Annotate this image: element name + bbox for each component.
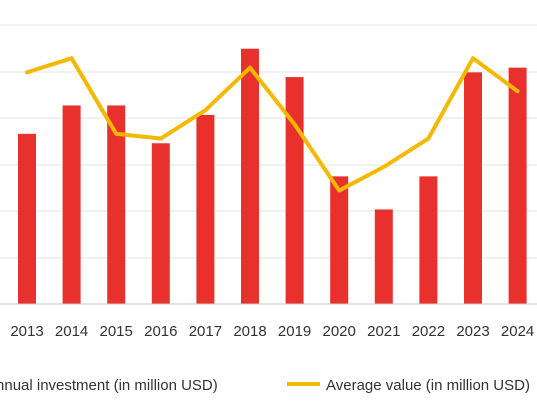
x-tick-2022: 2022 bbox=[412, 323, 445, 340]
bar-2023 bbox=[464, 72, 482, 304]
bar-2015 bbox=[107, 105, 126, 304]
x-tick-2021: 2021 bbox=[367, 323, 400, 340]
bar-2014 bbox=[62, 105, 81, 304]
bar-2021 bbox=[374, 209, 393, 304]
x-tick-2016: 2016 bbox=[144, 323, 177, 340]
x-tick-2024: 2024 bbox=[501, 323, 534, 340]
bar-series bbox=[18, 48, 527, 305]
bar-2018 bbox=[241, 48, 259, 305]
bar-2019 bbox=[285, 77, 304, 304]
bar-2024 bbox=[508, 67, 527, 305]
legend-line-label: Average value (in million USD) bbox=[326, 377, 530, 394]
x-tick-labels: 2013 2014 2015 2016 2017 2018 2019 2020 2021 2022… bbox=[10, 323, 534, 340]
bar-2017 bbox=[196, 114, 215, 304]
x-tick-2015: 2015 bbox=[100, 323, 133, 340]
x-tick-2014: 2014 bbox=[55, 323, 88, 340]
x-tick-2019: 2019 bbox=[278, 323, 311, 340]
x-tick-2013: 2013 bbox=[10, 323, 43, 340]
bar-2016 bbox=[151, 143, 170, 304]
x-tick-2018: 2018 bbox=[233, 323, 266, 340]
x-tick-2020: 2020 bbox=[323, 323, 356, 340]
gridlines bbox=[0, 24, 537, 259]
average-line bbox=[25, 56, 520, 193]
legend-bar-label: Annual investment (in million USD) bbox=[0, 377, 218, 394]
x-tick-2023: 2023 bbox=[456, 323, 489, 340]
bar-2020 bbox=[330, 176, 349, 304]
bar-2013 bbox=[18, 133, 36, 304]
x-tick-2017: 2017 bbox=[189, 323, 222, 340]
bar-2022 bbox=[419, 176, 438, 304]
legend: Annual investment (in million USD) Avera… bbox=[0, 377, 530, 394]
